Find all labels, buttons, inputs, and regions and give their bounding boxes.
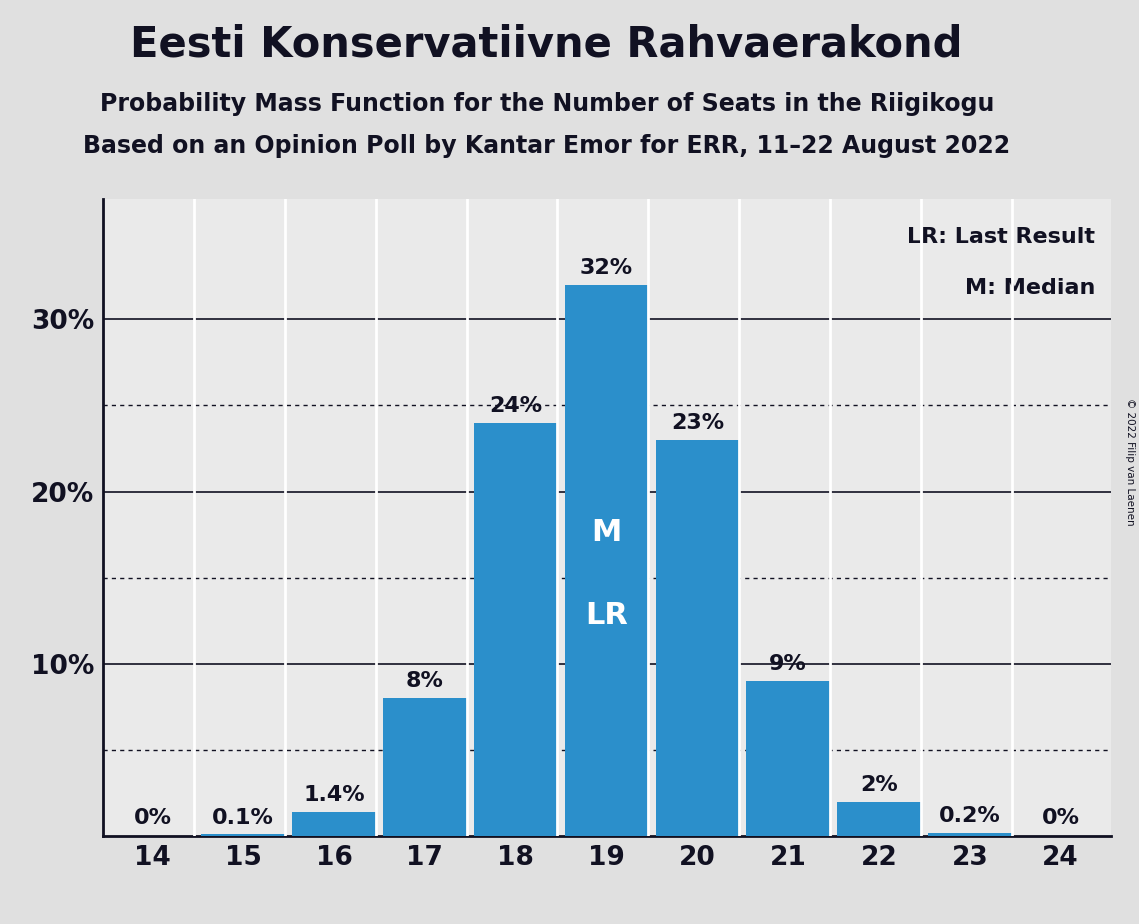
Bar [928, 833, 1011, 836]
Text: 23%: 23% [671, 413, 724, 433]
Bar [565, 285, 648, 836]
Text: LR: LR [585, 602, 628, 630]
Text: Probability Mass Function for the Number of Seats in the Riigikogu: Probability Mass Function for the Number… [99, 92, 994, 116]
Text: 24%: 24% [489, 395, 542, 416]
Text: 1.4%: 1.4% [303, 785, 364, 805]
Text: M: M [591, 518, 622, 547]
Text: 9%: 9% [769, 654, 808, 675]
Text: 2%: 2% [860, 775, 898, 795]
Bar [474, 422, 557, 836]
Text: © 2022 Filip van Laenen: © 2022 Filip van Laenen [1125, 398, 1134, 526]
Bar [202, 834, 285, 836]
Text: 0%: 0% [1041, 808, 1080, 828]
Text: 0%: 0% [133, 808, 172, 828]
Bar [656, 440, 739, 836]
Bar [383, 699, 467, 836]
Text: 8%: 8% [405, 672, 444, 691]
Text: Based on an Opinion Poll by Kantar Emor for ERR, 11–22 August 2022: Based on an Opinion Poll by Kantar Emor … [83, 134, 1010, 158]
Text: 32%: 32% [580, 258, 633, 278]
Text: Eesti Konservatiivne Rahvaerakond: Eesti Konservatiivne Rahvaerakond [131, 23, 962, 65]
Text: 0.2%: 0.2% [939, 806, 1001, 826]
Bar [293, 812, 376, 836]
Bar [837, 802, 920, 836]
Text: LR: Last Result: LR: Last Result [908, 227, 1096, 248]
Bar [746, 681, 830, 836]
Text: 0.1%: 0.1% [212, 808, 274, 828]
Text: M: Median: M: Median [965, 278, 1096, 298]
